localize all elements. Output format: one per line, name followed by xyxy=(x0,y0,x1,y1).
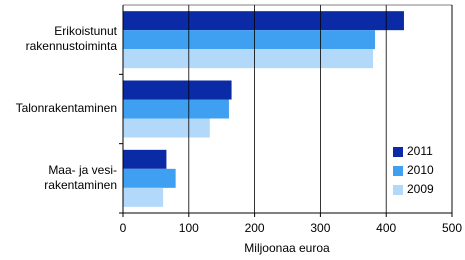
x-tick-label: 0 xyxy=(120,221,127,235)
y-tick-label: Talonrakentaminen xyxy=(16,101,117,115)
x-tick-label: 200 xyxy=(245,221,265,235)
x-tick-label: 400 xyxy=(376,221,396,235)
y-tick-label: Erikoistunut rakennustoiminta xyxy=(26,24,118,53)
bar xyxy=(123,168,176,188)
legend-label: 2009 xyxy=(407,182,434,196)
bar xyxy=(123,118,210,138)
bars xyxy=(123,11,404,207)
bar xyxy=(123,49,374,69)
x-axis-label: Miljoonaa euroa xyxy=(244,241,330,255)
bar xyxy=(123,99,229,119)
x-tick-label: 100 xyxy=(179,221,199,235)
x-tick-label: 500 xyxy=(442,221,462,235)
bar xyxy=(123,30,376,50)
bar xyxy=(123,149,167,169)
legend-swatch xyxy=(393,166,403,176)
bar xyxy=(123,80,232,100)
bar xyxy=(123,187,164,207)
legend-swatch xyxy=(393,185,403,195)
bar xyxy=(123,11,404,31)
x-tick-label: 300 xyxy=(310,221,330,235)
legend-swatch xyxy=(393,147,403,157)
legend-label: 2011 xyxy=(407,144,433,158)
legend-label: 2010 xyxy=(407,163,434,177)
y-tick-label: Maa- ja vesi-rakentaminen xyxy=(44,163,117,192)
